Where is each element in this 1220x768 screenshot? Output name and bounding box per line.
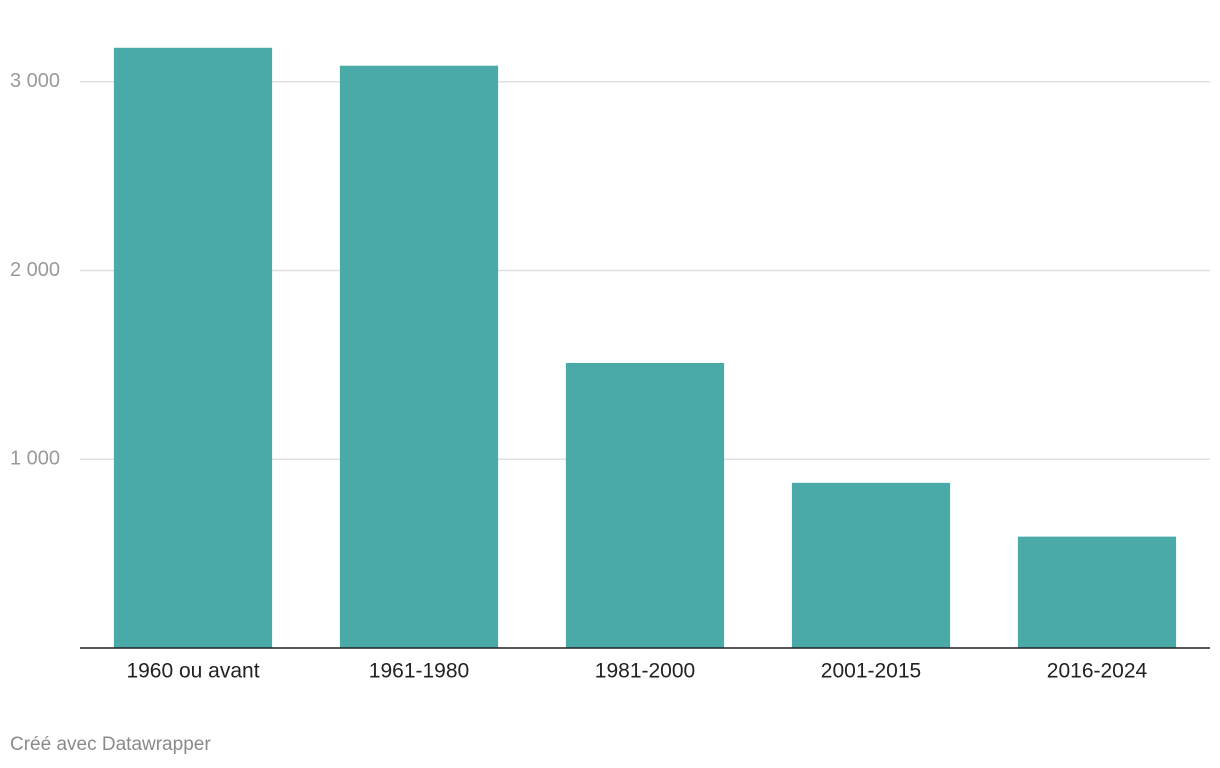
x-tick-label: 1961-1980 bbox=[369, 660, 469, 683]
bar bbox=[1017, 536, 1177, 648]
x-tick-label: 1981-2000 bbox=[595, 660, 695, 683]
bar bbox=[339, 65, 499, 649]
bar bbox=[565, 362, 725, 648]
y-tick-label: 1 000 bbox=[10, 448, 60, 470]
bar bbox=[791, 482, 951, 648]
x-tick-label: 2001-2015 bbox=[821, 660, 921, 683]
bar bbox=[113, 47, 273, 648]
credit: Créé avec Datawrapper bbox=[10, 734, 211, 755]
y-tick-label: 2 000 bbox=[10, 259, 60, 281]
y-tick-label: 3 000 bbox=[10, 70, 60, 92]
x-tick-label: 2016-2024 bbox=[1047, 660, 1148, 683]
x-tick-label: 1960 ou avant bbox=[126, 660, 259, 683]
